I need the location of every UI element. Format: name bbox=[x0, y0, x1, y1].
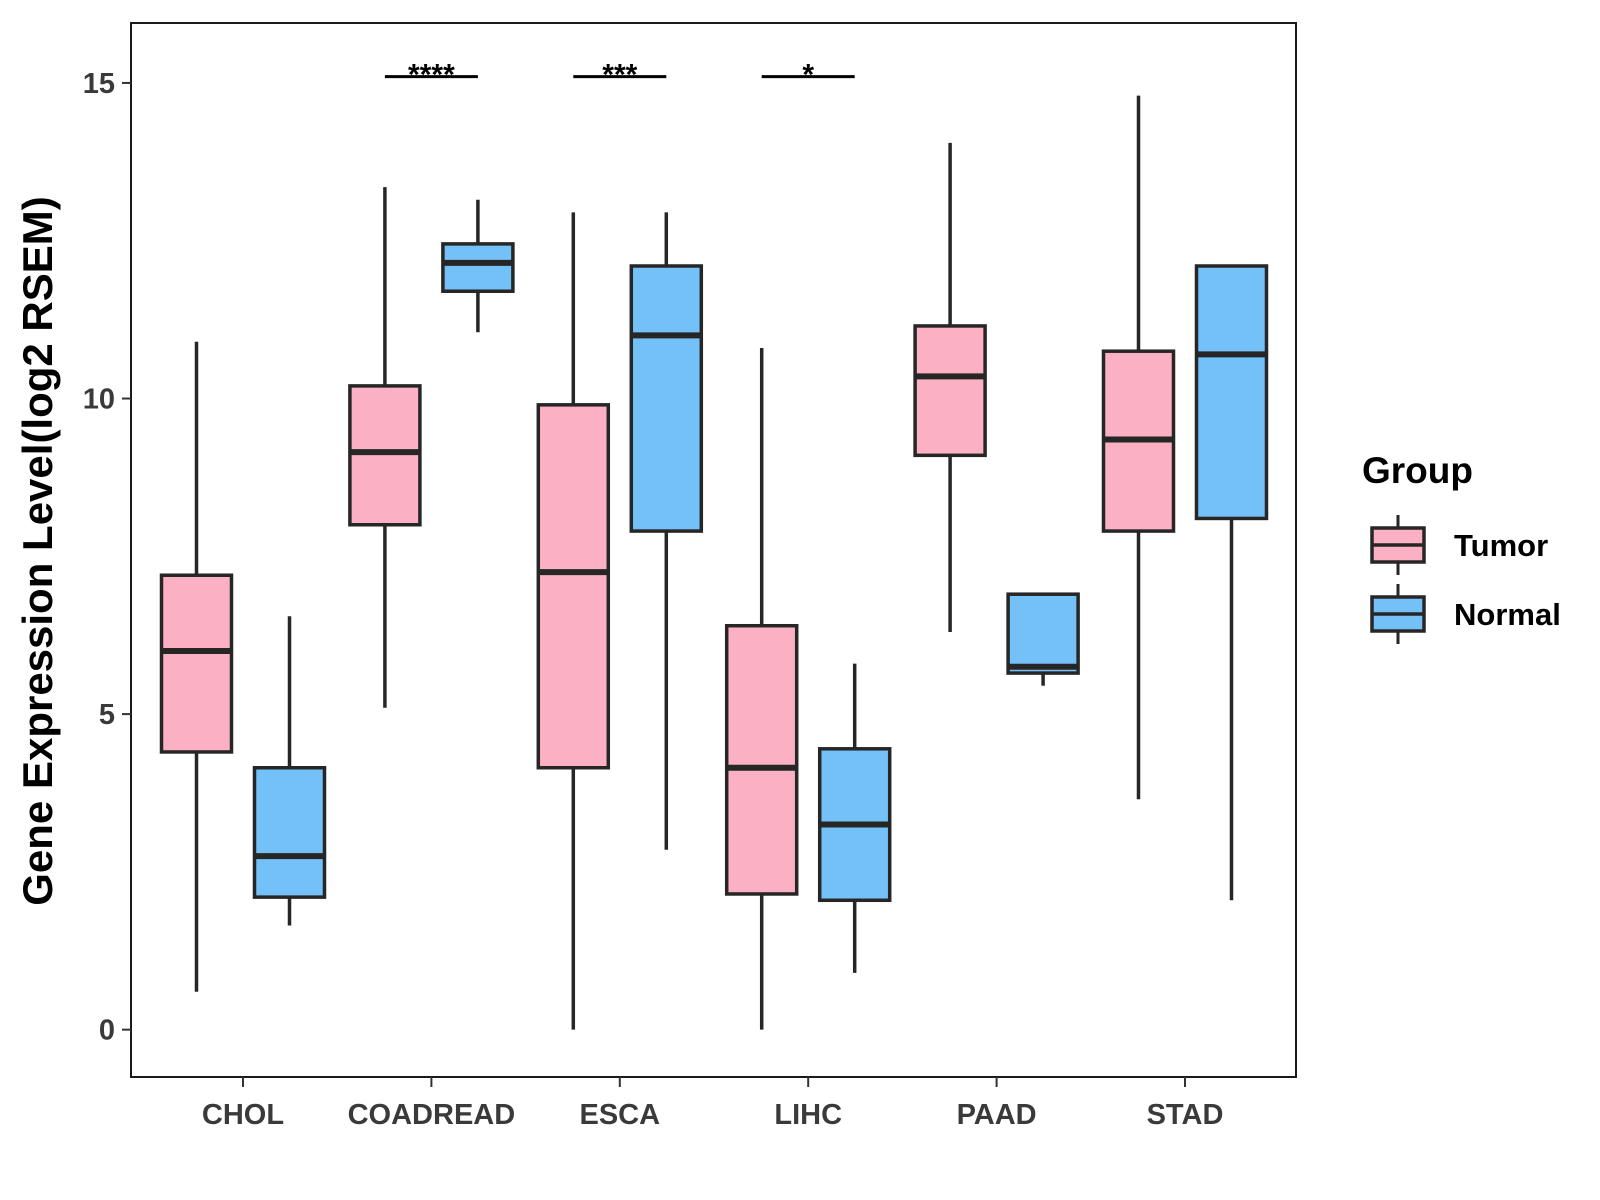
panel-border bbox=[130, 22, 1297, 1078]
box-normal-esca bbox=[629, 212, 704, 850]
box-body bbox=[536, 403, 611, 770]
box-body bbox=[348, 384, 422, 527]
box-body bbox=[441, 242, 515, 293]
x-tick-label: LIHC bbox=[774, 1099, 842, 1131]
box-groups bbox=[159, 95, 1269, 1030]
box-normal-chol bbox=[252, 616, 327, 926]
legend-item-tumor: Tumor bbox=[1370, 515, 1548, 575]
legend-label: Tumor bbox=[1454, 528, 1548, 563]
y-axis: 0 5 10 15 bbox=[83, 68, 131, 1047]
legend-title: Group bbox=[1362, 450, 1473, 491]
x-tick-label: CHOL bbox=[202, 1099, 284, 1131]
y-tick-label: 0 bbox=[99, 1015, 115, 1047]
box-body bbox=[629, 264, 704, 533]
significance-markers: **** *** * bbox=[384, 59, 855, 92]
box-normal-coadread bbox=[441, 199, 515, 333]
box-tumor-esca bbox=[536, 212, 611, 1030]
y-tick-label: 10 bbox=[83, 384, 115, 416]
box-body bbox=[1194, 264, 1269, 521]
box-body bbox=[1006, 592, 1080, 675]
box-tumor-chol bbox=[159, 341, 234, 992]
legend-item-normal: Normal bbox=[1370, 584, 1561, 644]
legend: Group Tumor Normal bbox=[1362, 450, 1561, 644]
x-axis: CHOL COADREAD ESCA LIHC PAAD STAD bbox=[202, 1077, 1223, 1131]
box-normal-lihc bbox=[817, 663, 892, 973]
significance-label: *** bbox=[602, 59, 637, 92]
box-normal-stad bbox=[1194, 264, 1269, 901]
significance-label: * bbox=[802, 59, 814, 92]
y-tick-label: 15 bbox=[83, 68, 115, 100]
box-tumor-lihc bbox=[724, 348, 799, 1030]
box-body bbox=[159, 573, 234, 754]
significance-label: **** bbox=[408, 59, 455, 92]
x-tick-label: ESCA bbox=[580, 1099, 661, 1131]
box-body bbox=[913, 324, 987, 458]
y-tick-label: 5 bbox=[99, 699, 115, 731]
legend-label: Normal bbox=[1454, 597, 1561, 632]
box-body bbox=[252, 765, 327, 899]
x-tick-label: PAAD bbox=[957, 1099, 1037, 1131]
box-tumor-coadread bbox=[348, 187, 422, 708]
y-axis-title: Gene Expression Level(log2 RSEM) bbox=[14, 196, 61, 906]
box-tumor-paad bbox=[913, 142, 987, 633]
box-normal-paad bbox=[1006, 592, 1080, 686]
x-tick-label: COADREAD bbox=[348, 1099, 516, 1131]
box-body bbox=[724, 623, 799, 896]
x-tick-label: STAD bbox=[1147, 1099, 1224, 1131]
box-tumor-stad bbox=[1101, 95, 1176, 800]
